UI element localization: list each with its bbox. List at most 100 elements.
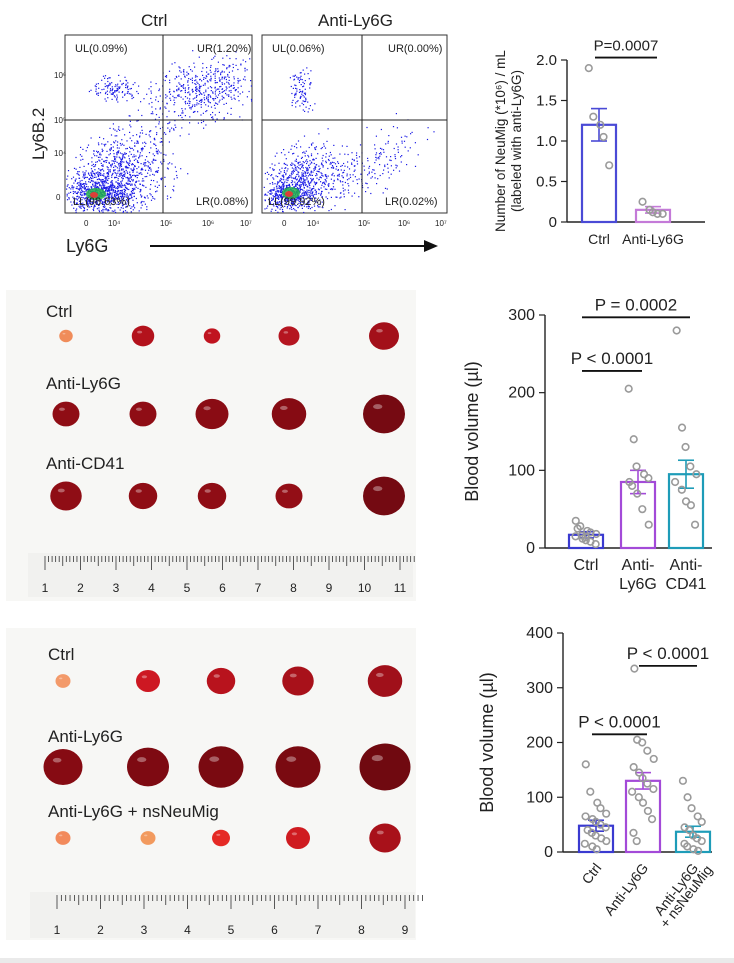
flow-event — [209, 86, 212, 88]
flow-event — [293, 78, 296, 80]
flow-event — [79, 185, 81, 187]
flow-event — [309, 187, 311, 189]
flow-event — [114, 158, 117, 160]
flow-event — [221, 88, 223, 90]
flow-event — [330, 208, 332, 211]
flow-event — [210, 96, 212, 98]
flow-event — [277, 187, 279, 189]
flow-event — [303, 135, 306, 137]
flow-event — [270, 189, 272, 191]
flow-event — [343, 171, 345, 173]
flow-event — [80, 188, 82, 190]
flow-event — [400, 156, 402, 158]
flow-event — [143, 165, 146, 167]
flow-event — [126, 211, 128, 213]
flow-event — [113, 201, 115, 203]
flow-event — [103, 88, 105, 90]
flow-event — [227, 73, 229, 76]
flow-event — [103, 161, 105, 163]
flow-event — [387, 142, 389, 144]
flow-event — [142, 169, 144, 171]
flow-event — [312, 142, 314, 144]
data-point — [690, 520, 700, 529]
y-tick-label: 1.0 — [536, 133, 557, 150]
quad-lr-ctrl: LR(0.08%) — [196, 196, 249, 208]
flow-event — [126, 140, 128, 142]
flow-event — [290, 205, 292, 207]
flow-event — [287, 179, 289, 182]
flow-event — [189, 98, 191, 100]
flow-event — [293, 79, 295, 81]
flow-event — [368, 167, 370, 169]
flow-event — [86, 196, 88, 198]
flow-event — [110, 196, 112, 199]
flow-event — [130, 176, 132, 178]
flow-event — [301, 93, 303, 95]
flow-event — [116, 94, 118, 96]
flow-event — [104, 209, 106, 211]
flow-event — [199, 92, 201, 94]
flow-event — [354, 192, 356, 194]
flow-event — [318, 171, 320, 173]
blood-drop — [212, 829, 230, 847]
flow-event — [126, 87, 128, 89]
flow-event — [190, 106, 192, 108]
flow-event — [117, 191, 119, 193]
flow-event — [87, 186, 89, 188]
flow-event — [298, 196, 300, 198]
flow-event — [125, 86, 127, 89]
flow-event — [132, 180, 134, 182]
flow-event — [297, 77, 299, 79]
flow-event — [116, 85, 118, 87]
flow-event — [302, 189, 304, 191]
flow-event — [294, 183, 297, 185]
blood-drop — [43, 749, 83, 785]
flow-event — [272, 169, 274, 171]
flow-event — [303, 205, 305, 207]
flow-event — [131, 174, 134, 177]
y-axis-label: Blood volume (µl) — [477, 672, 497, 812]
flow-event — [83, 187, 85, 189]
data-point — [658, 209, 667, 218]
flow-event — [111, 182, 113, 184]
flow-event — [356, 152, 358, 154]
flow-event — [111, 195, 113, 197]
flow-event — [122, 184, 124, 186]
flow-event — [160, 161, 162, 163]
flow-event — [291, 203, 293, 205]
flow-event — [367, 174, 369, 176]
flow-event — [308, 191, 310, 193]
data-point — [670, 477, 680, 487]
flow-event — [280, 197, 282, 199]
flow-event — [304, 88, 306, 90]
flow-event — [302, 196, 305, 198]
flow-event — [295, 169, 297, 171]
flow-event — [310, 155, 313, 157]
flow-event — [114, 85, 116, 88]
flow-event — [312, 191, 314, 193]
flow-event — [114, 195, 116, 197]
flow-event — [129, 159, 131, 161]
flow-event — [376, 157, 378, 159]
flow-event — [387, 140, 389, 142]
flow-event — [120, 200, 122, 202]
data-point — [638, 197, 647, 206]
flow-event — [97, 172, 99, 174]
flow-event — [120, 186, 122, 188]
flow-event — [277, 211, 279, 213]
flow-x-arrowhead — [424, 240, 438, 252]
flow-event — [292, 153, 294, 155]
data-point — [624, 384, 633, 393]
flow-event — [371, 176, 373, 178]
blood-drop-highlight — [59, 677, 63, 680]
flow-event — [128, 93, 130, 95]
flow-event — [270, 210, 272, 212]
flow-event — [210, 90, 212, 92]
flow-event — [137, 151, 139, 153]
flow-event — [168, 141, 170, 143]
flow-event — [304, 184, 307, 186]
flow-event — [298, 176, 300, 178]
flow-event — [316, 174, 318, 176]
flow-event — [171, 63, 173, 65]
flow-event — [214, 75, 216, 77]
